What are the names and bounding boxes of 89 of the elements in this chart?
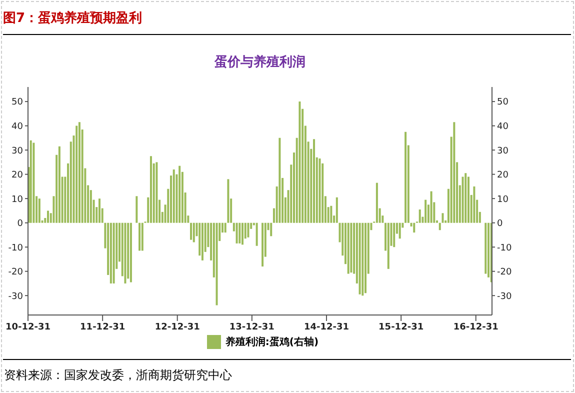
y-tick-label: 30 <box>12 146 24 156</box>
bar <box>30 140 32 223</box>
bar <box>236 222 238 244</box>
bar <box>318 158 321 223</box>
bar <box>262 222 264 266</box>
bar <box>473 186 476 223</box>
x-tick-label: 10-12-31 <box>5 322 51 332</box>
chart-subtitle: 蛋价与养殖利润 <box>214 54 306 71</box>
bar <box>438 222 441 230</box>
bar <box>201 222 204 260</box>
bar <box>224 222 226 233</box>
bar <box>190 222 192 240</box>
bar <box>124 222 126 284</box>
bar <box>32 142 35 223</box>
bar <box>138 222 141 251</box>
bar <box>330 206 332 223</box>
bar <box>270 222 272 236</box>
bar <box>150 156 152 223</box>
y-tick-label: 50 <box>12 98 24 108</box>
bar <box>364 222 367 294</box>
bar <box>58 146 60 223</box>
bar <box>430 191 432 223</box>
bar <box>442 213 444 223</box>
bar <box>130 222 132 282</box>
bar <box>238 222 241 244</box>
bar <box>112 222 115 284</box>
y2-tick-label: -30 <box>497 292 512 302</box>
bar <box>78 122 80 223</box>
bar <box>358 222 361 294</box>
bar <box>242 222 244 245</box>
bar <box>467 176 470 223</box>
bar <box>387 222 390 269</box>
bar <box>110 222 112 284</box>
bar <box>98 198 100 223</box>
bar <box>424 200 427 223</box>
bar <box>192 222 195 242</box>
chart-title: 图7：蛋鸡养殖预期盈利 <box>3 10 142 27</box>
bar <box>178 166 181 223</box>
legend-label: 养殖利润:蛋鸡(右轴) <box>225 337 319 348</box>
bar <box>298 102 301 223</box>
bar <box>462 176 464 223</box>
bar <box>484 222 487 274</box>
bar <box>313 139 316 223</box>
y2-tick-label: -10 <box>497 243 512 254</box>
y-tick-label: 40 <box>12 122 24 132</box>
bar <box>278 138 281 223</box>
bar <box>376 182 378 223</box>
y2-tick-label: 0 <box>497 219 503 230</box>
x-tick-label: 16-12-31 <box>453 322 498 332</box>
y2-tick-label: 20 <box>497 170 509 181</box>
bar <box>47 210 49 223</box>
bar <box>76 126 78 223</box>
bar <box>136 196 138 223</box>
bar <box>418 209 421 223</box>
bar <box>336 197 338 223</box>
bar <box>362 222 364 296</box>
bar <box>453 122 456 223</box>
bar <box>141 222 144 251</box>
y2-tick-label: -20 <box>497 268 512 278</box>
bar <box>156 162 158 223</box>
y2-tick-label: 10 <box>497 194 509 205</box>
bar <box>398 222 401 239</box>
x-tick-label: 15-12-31 <box>378 322 424 332</box>
y2-tick-label: 50 <box>497 98 509 108</box>
x-tick-label: 11-12-31 <box>80 322 126 332</box>
y-tick-label: -30 <box>8 292 24 302</box>
x-tick-label: 12-12-31 <box>154 322 200 332</box>
y-tick-label: 20 <box>12 170 24 181</box>
y-tick-label: -20 <box>8 268 24 278</box>
bar <box>256 222 258 246</box>
x-tick-label: 14-12-31 <box>304 322 350 332</box>
y-tick-label: 10 <box>12 194 24 205</box>
bar <box>464 173 467 223</box>
y-tick-label: -10 <box>8 243 24 254</box>
bar <box>216 222 218 306</box>
bar <box>347 222 350 274</box>
bar <box>393 222 396 248</box>
bar <box>38 198 40 223</box>
y-tick-label: 0 <box>17 219 24 230</box>
y2-tick-label: 40 <box>497 122 509 132</box>
x-tick-label: 13-12-31 <box>229 322 274 332</box>
bar <box>413 222 416 233</box>
bar <box>247 222 250 238</box>
text: 资料来源：国家发改委，浙商期货研究中心 <box>4 367 232 384</box>
bar <box>172 169 175 223</box>
bar <box>227 179 230 223</box>
y2-tick-label: 30 <box>497 146 509 156</box>
bar <box>404 132 407 223</box>
bar <box>350 222 352 273</box>
